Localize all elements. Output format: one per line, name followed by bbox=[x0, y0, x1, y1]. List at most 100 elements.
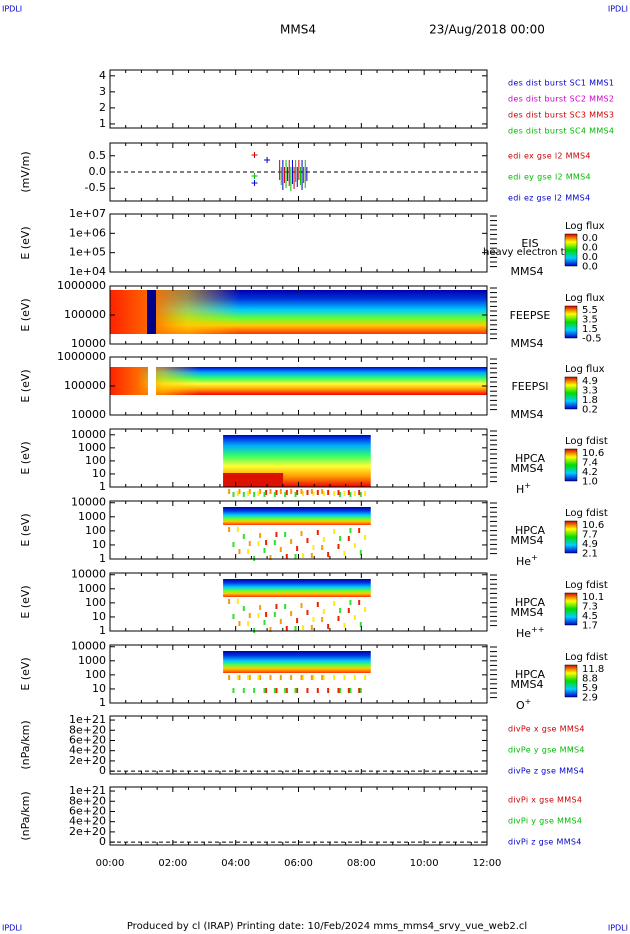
speck bbox=[347, 536, 350, 541]
speck bbox=[275, 490, 278, 495]
colorbar bbox=[564, 592, 578, 626]
y-tick-label: 4 bbox=[99, 69, 106, 82]
speck bbox=[306, 538, 309, 543]
colorbar-label: 3.5 bbox=[582, 315, 598, 326]
speck bbox=[228, 527, 231, 532]
speck bbox=[232, 542, 235, 547]
y-tick-label: 6e+20 bbox=[69, 733, 106, 746]
y-tick-label: 1000 bbox=[78, 654, 106, 667]
colorbar-title: Log flux bbox=[565, 221, 605, 232]
speck bbox=[242, 606, 245, 611]
speck bbox=[359, 688, 362, 693]
speck bbox=[269, 627, 272, 632]
speck bbox=[337, 688, 340, 693]
y-tick-label: 10 bbox=[92, 682, 106, 695]
speck bbox=[333, 491, 336, 496]
speck bbox=[353, 615, 356, 620]
colorbar-title: Log fdist bbox=[565, 436, 608, 447]
y-tick-label: 1e+07 bbox=[69, 207, 106, 220]
y-tick-label: 10000 bbox=[71, 496, 106, 509]
colorbar-label: 10.1 bbox=[582, 592, 604, 603]
speck bbox=[343, 551, 346, 556]
speck bbox=[236, 491, 239, 496]
speck bbox=[310, 675, 313, 680]
speck bbox=[236, 527, 239, 532]
speck bbox=[364, 607, 367, 612]
y-tick-label: 2e+20 bbox=[69, 754, 106, 767]
speck bbox=[265, 490, 268, 495]
y-tick-label: 100000 bbox=[64, 379, 106, 392]
speck bbox=[269, 555, 272, 560]
legend-entry: des dist burst SC4 MMS4 bbox=[508, 127, 614, 136]
speck bbox=[232, 492, 235, 497]
colorbar-title: Log fdist bbox=[565, 508, 608, 519]
corner-mark: IPDLI bbox=[608, 924, 628, 933]
speck bbox=[347, 688, 350, 693]
speck bbox=[312, 491, 315, 496]
speck bbox=[273, 540, 276, 545]
species-label: He+ bbox=[516, 553, 538, 569]
speck bbox=[310, 489, 313, 494]
colorbar-label: 7.7 bbox=[582, 530, 598, 541]
speck bbox=[232, 688, 235, 693]
speck bbox=[263, 688, 266, 693]
speck bbox=[296, 618, 299, 623]
speck bbox=[322, 609, 325, 614]
speck bbox=[358, 490, 361, 495]
legend-entry: divPe y gse MMS4 bbox=[508, 746, 585, 755]
spacecraft-label: MMS4 bbox=[511, 606, 544, 619]
spectrogram bbox=[223, 579, 371, 597]
speck bbox=[321, 489, 324, 494]
x-tick-label: 04:00 bbox=[221, 858, 250, 869]
speck bbox=[337, 544, 340, 549]
species-label: O+ bbox=[516, 697, 531, 713]
spacecraft-label: MMS4 bbox=[511, 678, 544, 691]
spectrogram bbox=[223, 651, 371, 673]
speck bbox=[296, 546, 299, 551]
y-tick-label: -0.5 bbox=[85, 181, 106, 194]
y-tick-label: 10000 bbox=[71, 428, 106, 441]
colorbar bbox=[564, 448, 578, 482]
speck bbox=[322, 537, 325, 542]
speck bbox=[306, 610, 309, 615]
speck bbox=[322, 675, 325, 680]
data-gap bbox=[148, 363, 156, 395]
y-tick-label: 1000000 bbox=[57, 279, 106, 292]
speck bbox=[263, 620, 266, 625]
y-tick-label: 1000000 bbox=[57, 350, 106, 363]
speck bbox=[284, 604, 287, 609]
speck bbox=[275, 532, 278, 537]
speck bbox=[327, 552, 330, 557]
speck bbox=[238, 549, 241, 554]
y-tick-label: 100 bbox=[85, 668, 106, 681]
speck bbox=[364, 535, 367, 540]
speck bbox=[236, 675, 239, 680]
y-tick-label: 1000 bbox=[78, 582, 106, 595]
y-tick-label: 8e+20 bbox=[69, 794, 106, 807]
panel-frame bbox=[109, 715, 488, 775]
y-tick-label: 3 bbox=[99, 85, 106, 98]
instrument-label: FEEPSI bbox=[511, 380, 548, 393]
speck bbox=[253, 492, 256, 497]
y-tick-label: 1 bbox=[99, 624, 106, 637]
colorbar-title: Log flux bbox=[565, 364, 605, 375]
legend-entry: edi ez gse l2 MMS4 bbox=[508, 194, 590, 203]
charge: ++ bbox=[531, 625, 544, 634]
speck bbox=[263, 548, 266, 553]
colorbar-label: 3.3 bbox=[582, 386, 598, 397]
y-axis-label: E (eV) bbox=[19, 298, 32, 331]
colorbar-label: 4.5 bbox=[582, 611, 598, 622]
y-tick-label: 1e+06 bbox=[69, 226, 106, 239]
speck bbox=[302, 675, 305, 680]
colorbar-label: 0.2 bbox=[582, 405, 598, 416]
speck bbox=[300, 489, 303, 494]
colorbar-label: 2.9 bbox=[582, 693, 598, 704]
speck bbox=[296, 688, 299, 693]
speck bbox=[310, 625, 313, 630]
y-tick-label: 1e+21 bbox=[69, 713, 106, 726]
colorbar-label: 0.0 bbox=[582, 262, 598, 273]
speck bbox=[321, 617, 324, 622]
speck bbox=[359, 622, 362, 627]
speck bbox=[294, 688, 297, 693]
